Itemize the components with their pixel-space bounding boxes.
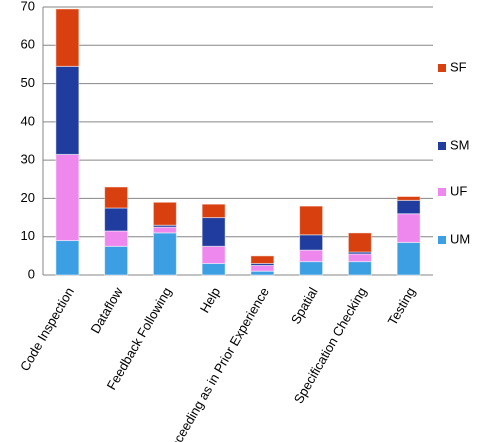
- bar-segment: [104, 207, 129, 232]
- bar-segment: [299, 249, 324, 263]
- x-tick-label: Code Inspection: [17, 285, 77, 374]
- bar-segment: [55, 240, 80, 276]
- legend-swatch: [438, 188, 446, 196]
- legend-swatch: [438, 142, 446, 150]
- y-tick-label: 10: [21, 228, 35, 243]
- legend-label: SF: [450, 59, 467, 74]
- bar-segment: [396, 241, 421, 276]
- bar-segment: [104, 230, 129, 247]
- y-tick-label: 0: [28, 266, 35, 281]
- bar-segment: [250, 270, 275, 276]
- y-tick-label: 20: [21, 190, 35, 205]
- legend-label: UF: [450, 183, 467, 198]
- x-tick-label: Proceeding as in Prior Experience: [161, 285, 272, 442]
- x-tick-label: Dataflow: [87, 284, 126, 336]
- legend-label: SM: [450, 137, 470, 152]
- bar-segment: [201, 245, 226, 265]
- x-tick-label: Testing: [385, 285, 419, 328]
- bar-segment: [250, 264, 275, 272]
- bar-segment: [55, 65, 80, 155]
- bar-segment: [396, 199, 421, 215]
- bar-segment: [396, 213, 421, 243]
- bar-segment: [299, 205, 324, 236]
- bar-segment: [250, 255, 275, 265]
- bar-segment: [201, 217, 226, 247]
- x-tick-label: Spatial: [288, 285, 321, 327]
- bar-segment: [201, 263, 226, 276]
- bar-segment: [299, 261, 324, 276]
- bar-segment: [347, 261, 372, 276]
- bar-segment: [104, 245, 129, 276]
- bar-segment: [299, 234, 324, 251]
- legend-swatch: [438, 236, 446, 244]
- bar-segment: [396, 196, 421, 201]
- bar-segment: [152, 201, 177, 226]
- y-tick-label: 70: [21, 0, 35, 13]
- x-tick-label: Help: [197, 285, 223, 316]
- bar-segment: [201, 203, 226, 219]
- bar-segment: [347, 232, 372, 253]
- bar-segment: [152, 232, 177, 276]
- bar-segment: [104, 186, 129, 209]
- y-tick-label: 30: [21, 152, 35, 167]
- legend-swatch: [438, 64, 446, 72]
- bar-segment: [347, 253, 372, 263]
- legend-label: UM: [450, 231, 470, 246]
- y-tick-label: 40: [21, 113, 35, 128]
- bar-segment: [55, 8, 80, 67]
- y-tick-label: 50: [21, 75, 35, 90]
- bar-segment: [55, 153, 80, 242]
- y-tick-label: 60: [21, 37, 35, 52]
- bar-segment: [152, 226, 177, 234]
